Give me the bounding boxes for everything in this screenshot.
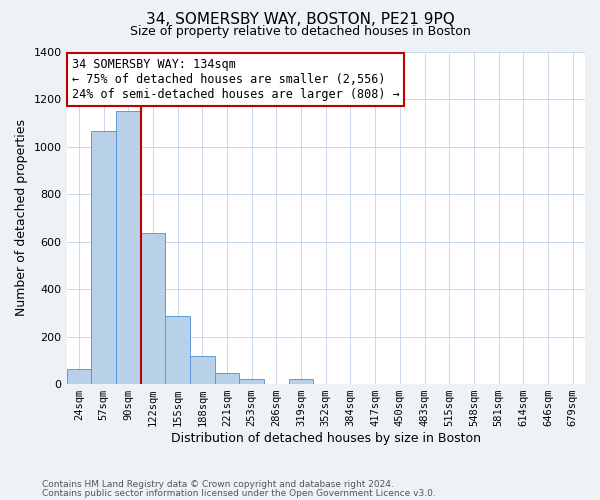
Bar [239,380,264,384]
Bar [140,233,165,384]
Bar [215,372,239,384]
Bar [67,368,91,384]
Bar [91,131,116,384]
Bar [165,316,190,384]
Y-axis label: Number of detached properties: Number of detached properties [15,120,28,316]
Text: Contains HM Land Registry data © Crown copyright and database right 2024.: Contains HM Land Registry data © Crown c… [42,480,394,489]
Text: 34 SOMERSBY WAY: 134sqm
← 75% of detached houses are smaller (2,556)
24% of semi: 34 SOMERSBY WAY: 134sqm ← 75% of detache… [72,58,400,101]
Text: 34, SOMERSBY WAY, BOSTON, PE21 9PQ: 34, SOMERSBY WAY, BOSTON, PE21 9PQ [146,12,454,28]
Text: Contains public sector information licensed under the Open Government Licence v3: Contains public sector information licen… [42,488,436,498]
Bar [289,380,313,384]
Text: Size of property relative to detached houses in Boston: Size of property relative to detached ho… [130,25,470,38]
X-axis label: Distribution of detached houses by size in Boston: Distribution of detached houses by size … [171,432,481,445]
Bar [190,356,215,384]
Bar [116,111,140,384]
